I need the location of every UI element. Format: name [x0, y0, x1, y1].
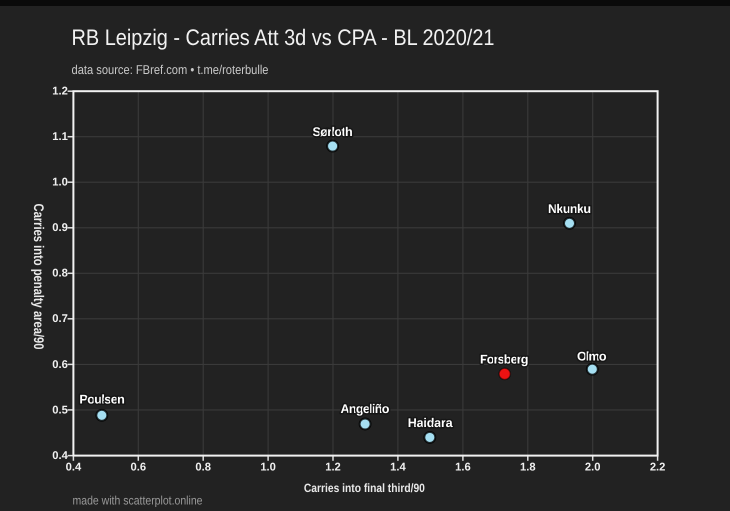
- svg-text:Olmo: Olmo: [577, 349, 607, 363]
- svg-text:0.6: 0.6: [131, 462, 147, 474]
- svg-text:1.0: 1.0: [260, 462, 276, 474]
- svg-text:Haidara: Haidara: [408, 416, 454, 430]
- svg-text:2.0: 2.0: [585, 462, 601, 474]
- svg-text:Angeliño: Angeliño: [341, 402, 390, 416]
- svg-text:0.4: 0.4: [52, 450, 68, 462]
- svg-text:0.8: 0.8: [195, 462, 211, 474]
- svg-text:1.1: 1.1: [52, 131, 68, 143]
- svg-text:Poulsen: Poulsen: [79, 392, 124, 406]
- svg-text:Carries into penalty area/90: Carries into penalty area/90: [31, 204, 47, 350]
- svg-text:Sørloth: Sørloth: [313, 125, 353, 139]
- svg-text:0.6: 0.6: [52, 359, 68, 371]
- svg-text:0.7: 0.7: [52, 313, 68, 325]
- svg-text:1.6: 1.6: [455, 462, 471, 474]
- svg-text:Nkunku: Nkunku: [548, 202, 591, 216]
- svg-text:RB Leipzig - Carries Att 3d vs: RB Leipzig - Carries Att 3d vs CPA - BL …: [72, 25, 495, 50]
- svg-text:1.2: 1.2: [325, 462, 341, 474]
- svg-text:1.0: 1.0: [52, 177, 68, 189]
- svg-text:Forsberg: Forsberg: [480, 352, 529, 366]
- svg-text:0.8: 0.8: [52, 268, 68, 280]
- svg-text:0.5: 0.5: [52, 404, 68, 416]
- svg-text:Carries into final third/90: Carries into final third/90: [304, 481, 425, 495]
- svg-text:1.8: 1.8: [520, 462, 536, 474]
- svg-text:1.4: 1.4: [390, 462, 406, 474]
- svg-text:0.4: 0.4: [66, 462, 82, 474]
- svg-text:data source: FBref.com • t.me/: data source: FBref.com • t.me/roterbulle: [72, 62, 269, 77]
- svg-text:2.2: 2.2: [650, 462, 666, 474]
- svg-text:1.2: 1.2: [52, 86, 68, 98]
- svg-text:made with scatterplot.online: made with scatterplot.online: [73, 493, 203, 507]
- svg-text:0.9: 0.9: [52, 222, 68, 234]
